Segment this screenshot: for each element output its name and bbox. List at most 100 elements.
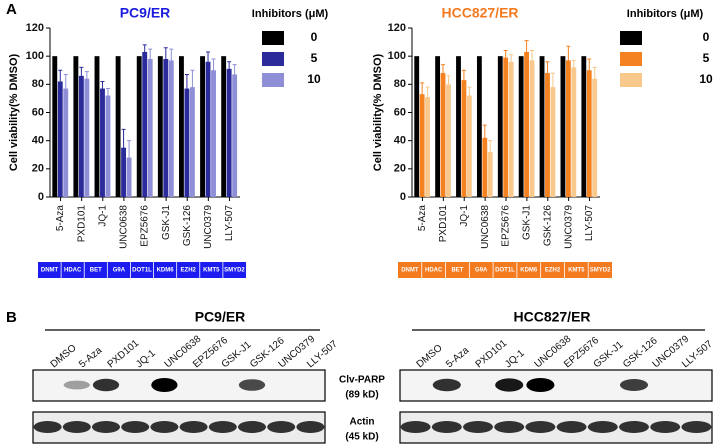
group-band xyxy=(398,262,612,278)
legend-label: 5 xyxy=(311,51,318,65)
y-tick-label: 60 xyxy=(394,106,406,118)
bar xyxy=(539,56,545,197)
blot-band xyxy=(92,378,120,392)
row-label: (89 kD) xyxy=(345,390,378,401)
blot-band xyxy=(587,421,618,433)
blot-band xyxy=(494,421,525,433)
error-bar xyxy=(467,86,472,105)
x-tick-label: LLY-507 xyxy=(224,205,235,242)
x-tick-label: GSK-J1 xyxy=(161,205,172,240)
error-bar xyxy=(571,59,576,75)
error-bar xyxy=(509,54,514,70)
error-bar xyxy=(232,64,237,85)
bar xyxy=(105,95,111,197)
legend-title: Inhibitors (μM) xyxy=(252,8,329,20)
bar xyxy=(142,51,148,197)
lane-label: 5-Aza xyxy=(77,345,104,370)
group-band xyxy=(38,262,246,278)
error-bar xyxy=(446,75,451,94)
blot-band xyxy=(681,421,712,433)
bar xyxy=(414,56,420,197)
bar xyxy=(221,56,227,197)
bar xyxy=(545,73,550,197)
error-bar xyxy=(84,71,89,87)
row-label: (45 kD) xyxy=(345,432,378,443)
x-tick-label: 5-Aza xyxy=(417,205,428,232)
bar xyxy=(466,95,472,197)
legend-swatch xyxy=(620,52,642,66)
group-label: DOT1L xyxy=(495,268,515,274)
group-label: DOT1L xyxy=(132,268,152,274)
blot-band xyxy=(296,421,325,433)
bar xyxy=(487,151,493,197)
bar xyxy=(565,60,571,198)
blot-band xyxy=(62,421,91,433)
bar xyxy=(425,97,430,197)
bar xyxy=(550,87,556,197)
error-bar xyxy=(587,58,592,83)
y-tick-label: 20 xyxy=(394,163,406,175)
blot-band xyxy=(463,421,493,433)
legend-title: Inhibitors (μM) xyxy=(627,8,704,20)
bar xyxy=(205,61,211,197)
y-tick-label: 0 xyxy=(400,191,406,203)
blot-band xyxy=(400,421,431,433)
error-bar xyxy=(121,128,126,167)
bar xyxy=(178,56,184,197)
lane-label: DMSO xyxy=(49,342,79,370)
error-bar xyxy=(190,69,195,105)
legend-label: 10 xyxy=(307,72,321,86)
group-label: DNMT xyxy=(401,268,419,274)
lane-label: JQ-1 xyxy=(134,348,158,371)
error-bar xyxy=(545,61,550,85)
bar xyxy=(581,56,587,197)
y-tick-label: 120 xyxy=(388,22,406,34)
group-label: KMT5 xyxy=(568,268,585,274)
error-bar xyxy=(524,40,529,64)
bar xyxy=(52,56,58,197)
blot-band xyxy=(208,421,237,433)
blot-band xyxy=(526,378,555,392)
blot-band xyxy=(267,421,296,433)
x-tick-label: 5-Aza xyxy=(55,205,66,232)
bar xyxy=(73,56,79,197)
blot-band xyxy=(63,380,90,390)
bar xyxy=(184,88,190,197)
group-label: G9A xyxy=(113,268,126,274)
bar xyxy=(592,78,598,197)
bar xyxy=(529,60,535,198)
legend-label: 5 xyxy=(703,51,710,65)
bar xyxy=(200,56,205,197)
bar xyxy=(461,80,467,197)
x-tick-label: UNC0379 xyxy=(203,205,214,249)
blot-band xyxy=(431,421,462,433)
group-label: HDAC xyxy=(425,268,443,274)
bar xyxy=(78,75,84,197)
error-bar xyxy=(142,44,147,60)
y-axis-label: Cell viability(% DMSO) xyxy=(372,53,384,171)
x-tick-label: GSK-126 xyxy=(542,205,553,247)
lane-label: JQ-1 xyxy=(503,348,527,371)
x-tick-label: GSK-J1 xyxy=(522,205,533,240)
x-tick-label: EPZ5676 xyxy=(140,205,151,247)
bar xyxy=(189,87,195,197)
error-bar xyxy=(100,81,105,97)
y-tick-label: 40 xyxy=(394,135,406,147)
error-bar xyxy=(211,58,216,83)
blot-band xyxy=(619,421,649,433)
y-tick-label: 40 xyxy=(32,135,44,147)
blot-band xyxy=(179,421,208,433)
group-label: KDM6 xyxy=(157,268,175,274)
error-bar xyxy=(425,86,430,108)
blot-band xyxy=(495,378,524,392)
blot-frame xyxy=(32,369,326,402)
lane-label: 5-Aza xyxy=(444,345,471,370)
bar xyxy=(163,58,169,197)
blot-band xyxy=(150,421,179,433)
y-tick-label: 120 xyxy=(26,22,44,34)
blot-band xyxy=(556,421,587,433)
blot-band xyxy=(91,421,121,433)
bar xyxy=(446,84,451,197)
group-label: EZH2 xyxy=(181,268,197,274)
group-label: KMT5 xyxy=(203,268,220,274)
